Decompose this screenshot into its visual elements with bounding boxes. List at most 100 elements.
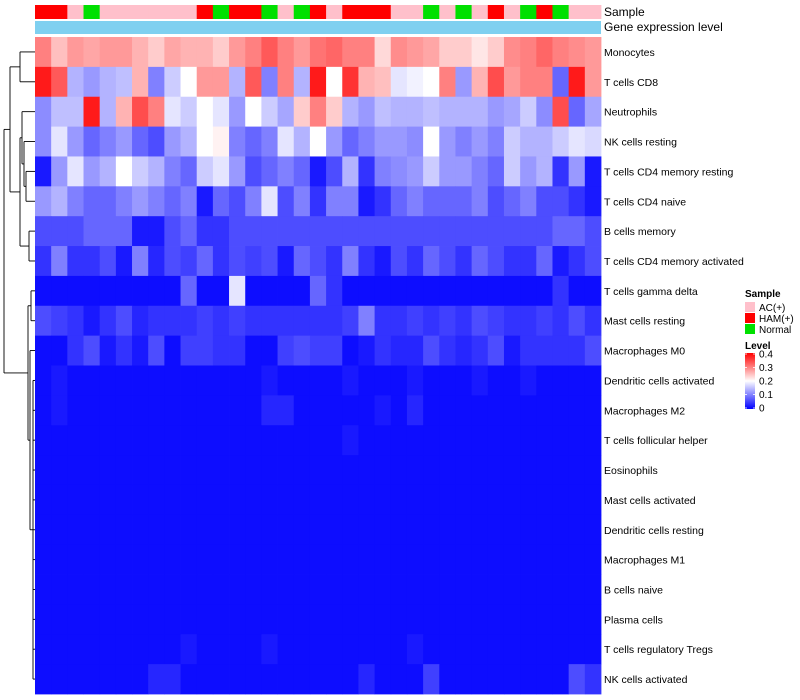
heatmap-cell — [261, 455, 278, 486]
heatmap-cell — [164, 335, 181, 366]
heatmap-cell — [132, 514, 149, 546]
heatmap-cell — [455, 126, 473, 157]
heatmap-cell — [374, 455, 392, 486]
heatmap-cell — [164, 156, 181, 187]
heatmap-cell — [406, 37, 424, 68]
heatmap-cell — [390, 484, 408, 516]
heatmap-cell — [455, 156, 473, 187]
heatmap-cell — [487, 126, 505, 157]
heatmap-cell — [148, 664, 165, 695]
heatmap-cell — [536, 37, 553, 68]
heatmap-cells — [35, 37, 602, 695]
heatmap-cell — [309, 484, 327, 516]
sample-annotation-cell — [99, 5, 117, 19]
heatmap-cell — [212, 126, 230, 157]
heatmap-cell — [536, 574, 553, 605]
heatmap-cell — [520, 484, 537, 516]
heatmap-cell — [132, 664, 149, 695]
heatmap-cell — [552, 425, 570, 456]
heatmap-cell — [439, 395, 456, 426]
heatmap-cell — [536, 455, 553, 486]
heatmap-cell — [326, 335, 343, 366]
heatmap-cell — [503, 305, 521, 337]
heatmap-cell — [83, 156, 101, 187]
sample-legend-swatch — [745, 302, 755, 312]
heatmap-cell — [309, 96, 327, 127]
heatmap-cell — [180, 275, 198, 307]
heatmap-cell — [164, 186, 181, 217]
heatmap-cell — [471, 126, 489, 157]
heatmap-cell — [536, 126, 553, 157]
heatmap-cell — [293, 514, 311, 546]
heatmap-cell — [439, 96, 456, 127]
heatmap-cell — [568, 156, 586, 187]
heatmap-cell — [51, 544, 68, 575]
heatmap-cell — [423, 126, 440, 157]
heatmap-cell — [309, 514, 327, 546]
heatmap-cell — [277, 66, 295, 98]
heatmap-cell — [245, 37, 262, 68]
heatmap-cell — [358, 96, 375, 127]
sample-annotation-cell — [487, 5, 505, 19]
row-label: Dendritic cells resting — [604, 525, 704, 537]
heatmap-cell — [99, 574, 117, 605]
heatmap-cell — [406, 186, 424, 217]
heatmap-cell — [35, 66, 52, 98]
heatmap-cell — [342, 246, 359, 277]
heatmap-cell — [196, 126, 214, 157]
heatmap-cell — [423, 365, 440, 396]
heatmap-cell — [132, 275, 149, 307]
heatmap-cell — [584, 37, 602, 68]
heatmap-cell — [536, 156, 553, 187]
heatmap-cell — [309, 395, 327, 426]
sample-legend-label: AC(+) — [759, 303, 785, 314]
heatmap-cell — [471, 544, 489, 575]
heatmap-cell — [584, 216, 602, 247]
heatmap-cell — [374, 544, 392, 575]
sample-annotation-cell — [358, 5, 375, 19]
heatmap-cell — [342, 484, 359, 516]
heatmap-cell — [536, 365, 553, 396]
sample-annotation-cell — [342, 5, 359, 19]
heatmap-cell — [212, 544, 230, 575]
heatmap-cell — [487, 216, 505, 247]
heatmap-cell — [212, 484, 230, 516]
heatmap-cell — [423, 335, 440, 366]
sample-annotation-cell — [455, 5, 473, 19]
heatmap-cell — [309, 37, 327, 68]
heatmap-cell — [67, 514, 84, 546]
heatmap-cell — [309, 186, 327, 217]
heatmap-cell — [293, 66, 311, 98]
heatmap-cell — [568, 275, 586, 307]
heatmap-cell — [439, 455, 456, 486]
heatmap-cell — [342, 126, 359, 157]
heatmap-cell — [261, 544, 278, 575]
sample-annotation-cell — [277, 5, 295, 19]
heatmap-cell — [471, 37, 489, 68]
heatmap-cell — [212, 96, 230, 127]
heatmap-cell — [67, 484, 84, 516]
heatmap-cell — [374, 66, 392, 98]
heatmap-cell — [487, 96, 505, 127]
heatmap-cell — [277, 37, 295, 68]
heatmap-cell — [212, 455, 230, 486]
heatmap-cell — [358, 395, 375, 426]
row-label: T cells follicular helper — [604, 435, 708, 447]
heatmap-cell — [568, 365, 586, 396]
heatmap-cell — [51, 246, 68, 277]
heatmap-cell — [229, 484, 246, 516]
heatmap-cell — [358, 604, 375, 635]
heatmap-cell — [148, 395, 165, 426]
heatmap-cell — [406, 634, 424, 665]
heatmap-cell — [180, 246, 198, 277]
heatmap-cell — [358, 425, 375, 456]
sample-legend-label: Normal — [759, 325, 791, 336]
heatmap-cell — [83, 186, 101, 217]
heatmap-cell — [148, 305, 165, 337]
heatmap-cell — [536, 634, 553, 665]
heatmap-cell — [584, 365, 602, 396]
heatmap-cell — [552, 634, 570, 665]
heatmap-cell — [164, 574, 181, 605]
heatmap-cell — [406, 66, 424, 98]
heatmap-cell — [503, 514, 521, 546]
